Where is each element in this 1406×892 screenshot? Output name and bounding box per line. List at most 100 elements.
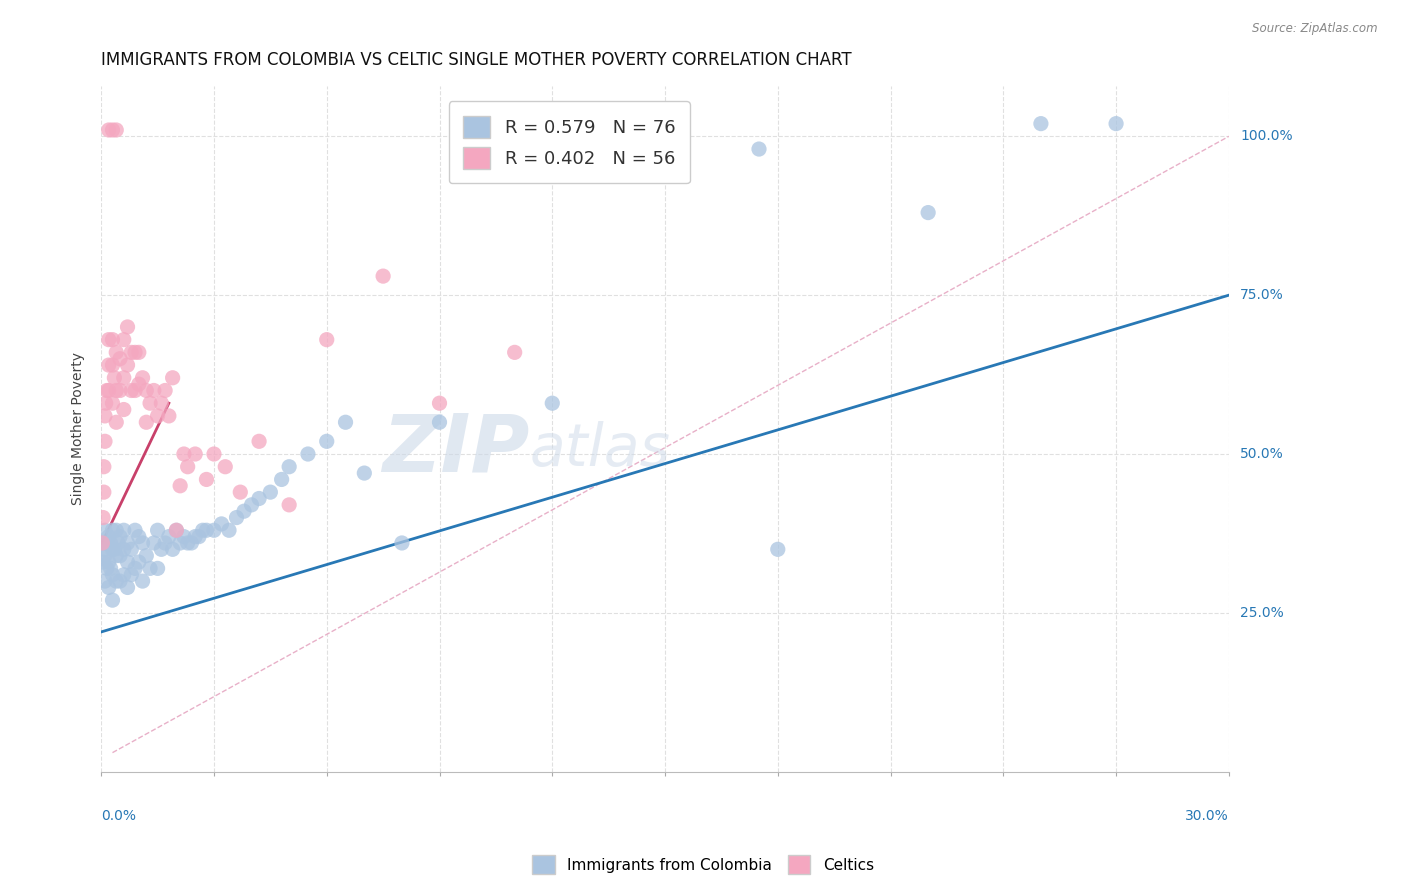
Point	[105, 384, 128, 398]
Point	[195, 523, 218, 537]
Point	[259, 485, 281, 500]
Point	[128, 530, 150, 544]
Point	[233, 504, 256, 518]
Point	[128, 345, 150, 359]
Point	[429, 396, 451, 410]
Point	[93, 485, 115, 500]
Point	[101, 333, 124, 347]
Point	[748, 142, 770, 156]
Point	[112, 371, 135, 385]
Point	[117, 358, 139, 372]
Point	[191, 523, 214, 537]
Point	[91, 536, 114, 550]
Text: 25.0%: 25.0%	[1240, 606, 1284, 620]
Point	[315, 434, 337, 449]
Point	[91, 555, 114, 569]
Point	[96, 536, 118, 550]
Point	[96, 384, 118, 398]
Text: 0.0%: 0.0%	[101, 809, 136, 823]
Point	[101, 123, 124, 137]
Point	[135, 384, 157, 398]
Point	[91, 510, 114, 524]
Point	[278, 459, 301, 474]
Point	[112, 333, 135, 347]
Point	[117, 536, 139, 550]
Point	[218, 523, 240, 537]
Point	[103, 542, 125, 557]
Point	[100, 536, 122, 550]
Point	[131, 371, 153, 385]
Point	[97, 555, 120, 569]
Point	[278, 498, 301, 512]
Point	[96, 561, 118, 575]
Text: 50.0%: 50.0%	[1240, 447, 1284, 461]
Point	[503, 345, 526, 359]
Point	[146, 409, 169, 423]
Point	[214, 459, 236, 474]
Point	[94, 434, 117, 449]
Point	[94, 409, 117, 423]
Point	[139, 396, 162, 410]
Point	[124, 523, 146, 537]
Point	[162, 542, 184, 557]
Point	[229, 485, 252, 500]
Point	[184, 530, 207, 544]
Point	[120, 345, 142, 359]
Point	[94, 549, 117, 563]
Point	[105, 549, 128, 563]
Point	[135, 549, 157, 563]
Point	[100, 561, 122, 575]
Point	[117, 320, 139, 334]
Point	[117, 581, 139, 595]
Point	[112, 542, 135, 557]
Point	[297, 447, 319, 461]
Text: ZIP: ZIP	[382, 410, 530, 488]
Point	[97, 333, 120, 347]
Point	[94, 574, 117, 588]
Point	[153, 536, 176, 550]
Point	[371, 269, 394, 284]
Point	[124, 345, 146, 359]
Point	[202, 523, 225, 537]
Text: 30.0%: 30.0%	[1185, 809, 1229, 823]
Point	[105, 123, 128, 137]
Point	[353, 466, 375, 480]
Point	[131, 536, 153, 550]
Point	[105, 574, 128, 588]
Point	[103, 371, 125, 385]
Point	[97, 530, 120, 544]
Point	[173, 447, 195, 461]
Point	[120, 384, 142, 398]
Point	[101, 593, 124, 607]
Point	[105, 345, 128, 359]
Point	[105, 523, 128, 537]
Point	[101, 358, 124, 372]
Point	[173, 530, 195, 544]
Point	[165, 523, 187, 537]
Point	[142, 384, 165, 398]
Point	[225, 510, 247, 524]
Point	[335, 415, 357, 429]
Point	[176, 459, 198, 474]
Point	[157, 409, 180, 423]
Point	[101, 567, 124, 582]
Point	[101, 396, 124, 410]
Point	[169, 536, 191, 550]
Point	[240, 498, 263, 512]
Point	[108, 351, 131, 366]
Point	[146, 523, 169, 537]
Point	[108, 384, 131, 398]
Point	[124, 561, 146, 575]
Point	[112, 402, 135, 417]
Point	[162, 371, 184, 385]
Legend: Immigrants from Colombia, Celtics: Immigrants from Colombia, Celtics	[526, 849, 880, 880]
Point	[107, 536, 129, 550]
Y-axis label: Single Mother Poverty: Single Mother Poverty	[72, 352, 86, 505]
Point	[153, 384, 176, 398]
Point	[139, 561, 162, 575]
Point	[108, 574, 131, 588]
Text: Source: ZipAtlas.com: Source: ZipAtlas.com	[1253, 22, 1378, 36]
Point	[120, 542, 142, 557]
Text: 75.0%: 75.0%	[1240, 288, 1284, 302]
Point	[128, 555, 150, 569]
